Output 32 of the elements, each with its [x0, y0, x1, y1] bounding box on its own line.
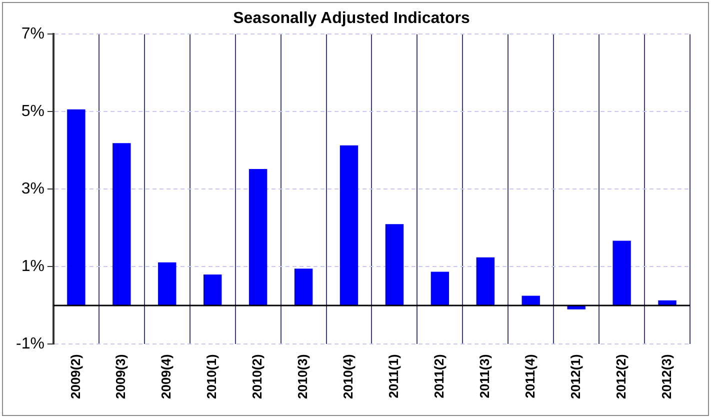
x-tick-label: 2009(4) — [158, 354, 174, 400]
x-tick-label: 2010(2) — [250, 354, 265, 400]
x-tick-label: 2012(2) — [613, 354, 628, 400]
bar — [430, 272, 450, 306]
y-tick-label: 7% — [21, 26, 44, 43]
bar — [612, 240, 631, 306]
x-tick-label: 2010(1) — [204, 354, 220, 400]
x-tick-label: 2012(1) — [568, 354, 583, 400]
y-tick-label: -1% — [16, 336, 44, 353]
x-tick-label: 2010(4) — [340, 354, 356, 400]
bar — [67, 109, 86, 306]
bar — [203, 274, 222, 306]
chart-title: Seasonally Adjusted Indicators — [233, 10, 470, 28]
bar — [476, 257, 494, 306]
x-tick-label: 2011(3) — [476, 354, 492, 398]
x-tick-label: 2010(3) — [295, 354, 310, 400]
x-tick-label: 2009(2) — [68, 354, 83, 400]
x-tick-label: 2009(3) — [113, 354, 128, 400]
bar — [158, 262, 176, 306]
x-tick-label: 2011(4) — [522, 354, 538, 398]
x-tick-label: 2011(1) — [386, 354, 402, 398]
x-tick-label: 2011(2) — [432, 354, 447, 398]
x-tick-label: 2012(3) — [658, 354, 674, 400]
y-tick-label: 1% — [21, 258, 44, 276]
bar — [340, 145, 358, 306]
bar — [248, 169, 268, 306]
bar — [112, 143, 131, 306]
y-tick-label: 5% — [21, 103, 44, 120]
y-tick-label: 3% — [21, 180, 44, 198]
bar — [385, 224, 404, 306]
bar — [567, 305, 586, 310]
bar — [294, 268, 313, 306]
